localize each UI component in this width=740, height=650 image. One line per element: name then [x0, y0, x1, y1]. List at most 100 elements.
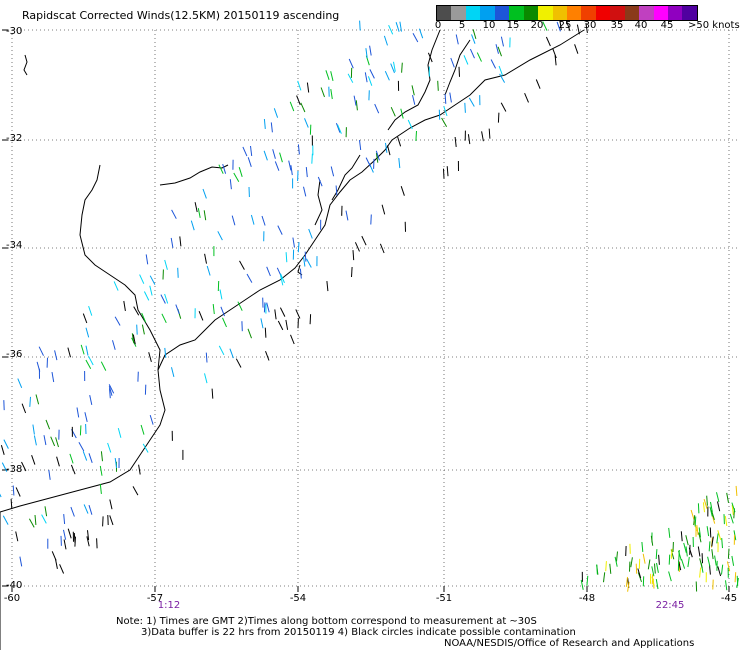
wind-barb	[170, 237, 174, 248]
wind-barb	[472, 29, 477, 40]
note-line-3: NOAA/NESDIS/Office of Research and Appli…	[444, 638, 695, 649]
wind-barb	[735, 485, 738, 496]
wind-barb	[556, 21, 561, 32]
wind-barb	[688, 547, 693, 558]
wind-barb	[415, 130, 417, 142]
wind-barb	[274, 161, 280, 171]
wind-barb	[149, 285, 153, 296]
legend-swatch	[437, 6, 452, 20]
wind-barb	[687, 557, 690, 568]
wind-barb	[385, 142, 388, 153]
wind-barb	[393, 61, 396, 72]
wind-barb	[490, 59, 497, 69]
wind-barb	[17, 378, 23, 388]
wind-barb	[132, 486, 139, 496]
wind-barb	[731, 504, 734, 515]
wind-barb	[303, 186, 307, 197]
wind-barb	[45, 419, 51, 430]
wind-barb	[354, 242, 360, 252]
wind-barb	[112, 340, 116, 350]
wind-barb	[656, 562, 659, 573]
wind-barb	[698, 527, 701, 538]
lon-label: -60	[3, 593, 21, 604]
wind-barb	[717, 566, 722, 577]
wind-barb	[706, 495, 708, 506]
wind-barb	[55, 437, 59, 448]
wind-barb	[337, 124, 342, 134]
wind-barb	[441, 117, 448, 127]
legend-swatch	[538, 6, 553, 20]
wind-barb	[395, 22, 400, 32]
wind-barb	[668, 527, 671, 538]
wind-barb	[164, 259, 168, 270]
lon-label: -57	[146, 593, 164, 604]
wind-barb	[67, 528, 72, 539]
wind-barb	[285, 252, 288, 263]
wind-barb	[427, 52, 433, 63]
wind-barb	[500, 102, 507, 112]
wind-barb	[347, 73, 354, 83]
legend-tick-label: 20	[530, 20, 544, 31]
wind-barb	[455, 34, 459, 45]
lon-label: -51	[435, 593, 453, 604]
wind-barb	[99, 483, 102, 494]
wind-barb	[261, 215, 266, 226]
wind-barb	[694, 516, 697, 527]
wind-barb	[683, 542, 687, 553]
wind-barb	[83, 504, 89, 514]
wind-speed-legend	[436, 5, 698, 21]
wind-barb	[76, 407, 80, 418]
wind-barb	[279, 307, 286, 317]
wind-barb	[138, 464, 141, 475]
wind-barb	[418, 28, 424, 39]
wind-barb	[88, 504, 93, 515]
wind-barb	[109, 388, 111, 399]
wind-barb	[10, 498, 13, 509]
wind-barb	[2, 515, 9, 525]
wind-barb	[724, 515, 728, 526]
wind-barb	[566, 21, 571, 32]
wind-barb	[79, 425, 82, 436]
wind-barb	[348, 58, 354, 69]
wind-barb	[218, 345, 225, 356]
wind-barb	[717, 530, 722, 540]
wind-barb	[220, 306, 225, 317]
wind-barb	[729, 513, 734, 524]
wind-barb	[145, 254, 149, 265]
wind-barb	[497, 46, 502, 57]
wind-barb	[142, 443, 149, 453]
legend-swatch	[581, 6, 596, 20]
wind-barb	[109, 499, 113, 510]
wind-barb	[467, 134, 471, 145]
wind-barb	[140, 424, 145, 435]
wind-barb	[15, 487, 21, 497]
wind-barb	[73, 532, 76, 544]
wind-barb	[554, 55, 557, 66]
wind-barb	[317, 176, 323, 187]
wind-barb	[86, 536, 90, 547]
wind-barb	[117, 427, 122, 438]
wind-barb	[63, 514, 66, 525]
wind-barb	[734, 572, 737, 583]
wind-barb	[70, 506, 75, 517]
wind-barb	[15, 531, 19, 542]
wind-barb	[198, 311, 204, 321]
wind-barb	[217, 231, 223, 241]
wind-barb	[32, 424, 35, 435]
legend-swatch	[480, 6, 495, 20]
wind-barb	[711, 549, 714, 560]
wind-barb	[82, 313, 88, 324]
wind-barb	[641, 541, 644, 552]
wind-barb	[699, 567, 702, 578]
legend-units: >50 knots	[688, 20, 740, 31]
wind-barb	[580, 579, 584, 590]
wind-barb	[250, 214, 255, 225]
wind-barb	[725, 580, 728, 591]
wind-barb	[374, 103, 380, 114]
wind-barb	[359, 140, 362, 151]
wind-barb	[353, 95, 357, 106]
wind-barb	[696, 524, 699, 535]
wind-barb	[149, 275, 156, 285]
wind-barb	[107, 442, 112, 453]
wind-barb	[603, 572, 606, 583]
